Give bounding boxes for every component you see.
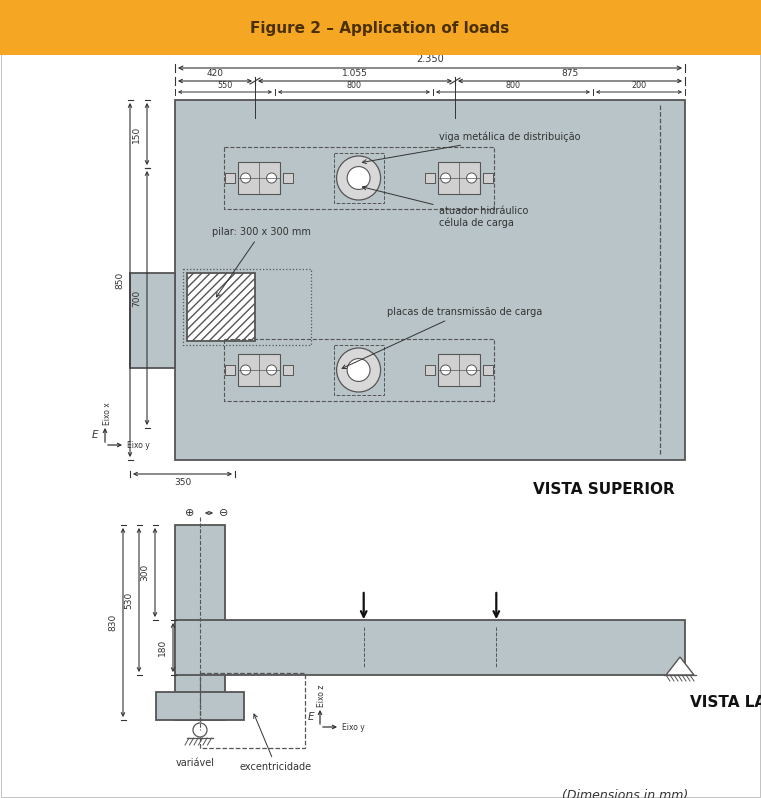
Text: Eixo y: Eixo y <box>342 724 365 733</box>
Text: 800: 800 <box>505 81 521 90</box>
Bar <box>282 173 292 183</box>
Bar <box>482 173 492 183</box>
Bar <box>183 269 311 345</box>
Bar <box>156 692 244 720</box>
Polygon shape <box>666 657 694 675</box>
Text: VISTA LATERAL: VISTA LATERAL <box>690 695 761 710</box>
Bar <box>482 365 492 375</box>
Text: 180: 180 <box>158 639 167 656</box>
Bar <box>224 173 234 183</box>
Bar <box>282 365 292 375</box>
Bar <box>237 162 279 194</box>
Bar <box>425 365 435 375</box>
Bar <box>175 525 225 720</box>
Bar <box>175 100 685 460</box>
Text: variável: variável <box>176 758 215 768</box>
Bar <box>224 147 494 209</box>
Text: E: E <box>308 712 314 722</box>
Bar <box>0 0 761 55</box>
Circle shape <box>266 365 276 375</box>
Circle shape <box>441 365 451 375</box>
Text: 800: 800 <box>346 81 361 90</box>
Text: 530: 530 <box>124 591 133 609</box>
Bar <box>187 273 255 341</box>
Circle shape <box>266 173 276 183</box>
Text: 1.055: 1.055 <box>342 69 368 78</box>
Text: viga metálica de distribuição: viga metálica de distribuição <box>362 132 580 164</box>
Text: 700: 700 <box>132 290 141 306</box>
Bar <box>224 339 494 401</box>
Circle shape <box>336 156 380 200</box>
Bar <box>425 173 435 183</box>
Text: 300: 300 <box>140 564 149 581</box>
Text: ⊕: ⊕ <box>186 508 195 518</box>
Circle shape <box>347 358 370 381</box>
Text: ⊖: ⊖ <box>219 508 229 518</box>
Text: 350: 350 <box>174 478 191 487</box>
Text: Eixo x: Eixo x <box>103 402 112 425</box>
Text: Eixo y: Eixo y <box>127 441 150 451</box>
Circle shape <box>466 173 476 183</box>
Text: Figure 2 – Application of loads: Figure 2 – Application of loads <box>250 21 510 35</box>
Text: placas de transmissão de carga: placas de transmissão de carga <box>342 307 542 369</box>
Text: 830: 830 <box>108 614 117 631</box>
Bar <box>438 354 479 386</box>
Text: 550: 550 <box>218 81 233 90</box>
Text: (Dimensions in mm): (Dimensions in mm) <box>562 788 688 798</box>
Circle shape <box>240 173 250 183</box>
Text: atuador hidráulico
célula de carga: atuador hidráulico célula de carga <box>362 186 528 228</box>
Bar <box>224 365 234 375</box>
Bar <box>333 345 384 395</box>
Text: 850: 850 <box>115 271 124 289</box>
Bar <box>175 620 685 675</box>
Bar <box>200 673 305 748</box>
Circle shape <box>336 348 380 392</box>
Text: excentricidade: excentricidade <box>240 714 312 772</box>
Text: VISTA SUPERIOR: VISTA SUPERIOR <box>533 483 675 497</box>
Circle shape <box>347 167 370 189</box>
Circle shape <box>240 365 250 375</box>
Text: E: E <box>92 430 98 440</box>
Circle shape <box>193 723 207 737</box>
Text: 420: 420 <box>206 69 224 78</box>
Text: 150: 150 <box>132 125 141 143</box>
Bar <box>237 354 279 386</box>
Text: 2.350: 2.350 <box>416 54 444 64</box>
Bar <box>333 153 384 203</box>
Text: 200: 200 <box>632 81 647 90</box>
Circle shape <box>466 365 476 375</box>
Text: pilar: 300 x 300 mm: pilar: 300 x 300 mm <box>212 227 311 297</box>
Text: 875: 875 <box>562 69 578 78</box>
Bar <box>130 273 175 368</box>
Text: Eixo z: Eixo z <box>317 685 326 707</box>
Circle shape <box>441 173 451 183</box>
Bar <box>438 162 479 194</box>
